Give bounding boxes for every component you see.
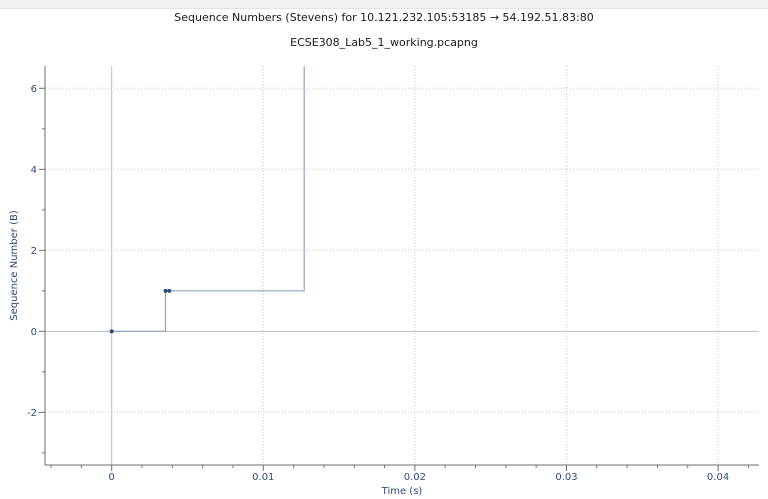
- x-tick-label: 0.04: [707, 472, 729, 483]
- zero-lines: [45, 66, 759, 465]
- y-tick-label: 0: [31, 327, 37, 338]
- x-tick-label: 0: [109, 472, 115, 483]
- y-tick-label: 2: [31, 246, 37, 257]
- window-top-strip: [0, 0, 768, 9]
- series-layer: [109, 66, 305, 334]
- chart-subtitle: ECSE308_Lab5_1_working.pcapng: [290, 36, 478, 49]
- y-tick-label: 4: [31, 165, 37, 176]
- axis-layer: 0 0.01 0.02 0.03 0.04 -2 0 2 4 6: [27, 66, 759, 483]
- segment-point: [163, 288, 168, 293]
- chart-title: Sequence Numbers (Stevens) for 10.121.23…: [174, 11, 594, 24]
- x-tick-label: 0.02: [404, 472, 426, 483]
- y-tick-label: 6: [31, 84, 37, 95]
- y-axis-label: Sequence Number (B): [9, 210, 20, 321]
- x-tick-label: 0.03: [555, 472, 577, 483]
- y-tick-label: -2: [27, 408, 37, 419]
- x-axis-label: Time (s): [381, 486, 423, 497]
- segment-point: [109, 329, 114, 334]
- segment-point: [167, 288, 172, 293]
- sequence-step-line: [111, 66, 305, 332]
- x-tick-label: 0.01: [252, 472, 274, 483]
- grid-layer: [45, 66, 759, 465]
